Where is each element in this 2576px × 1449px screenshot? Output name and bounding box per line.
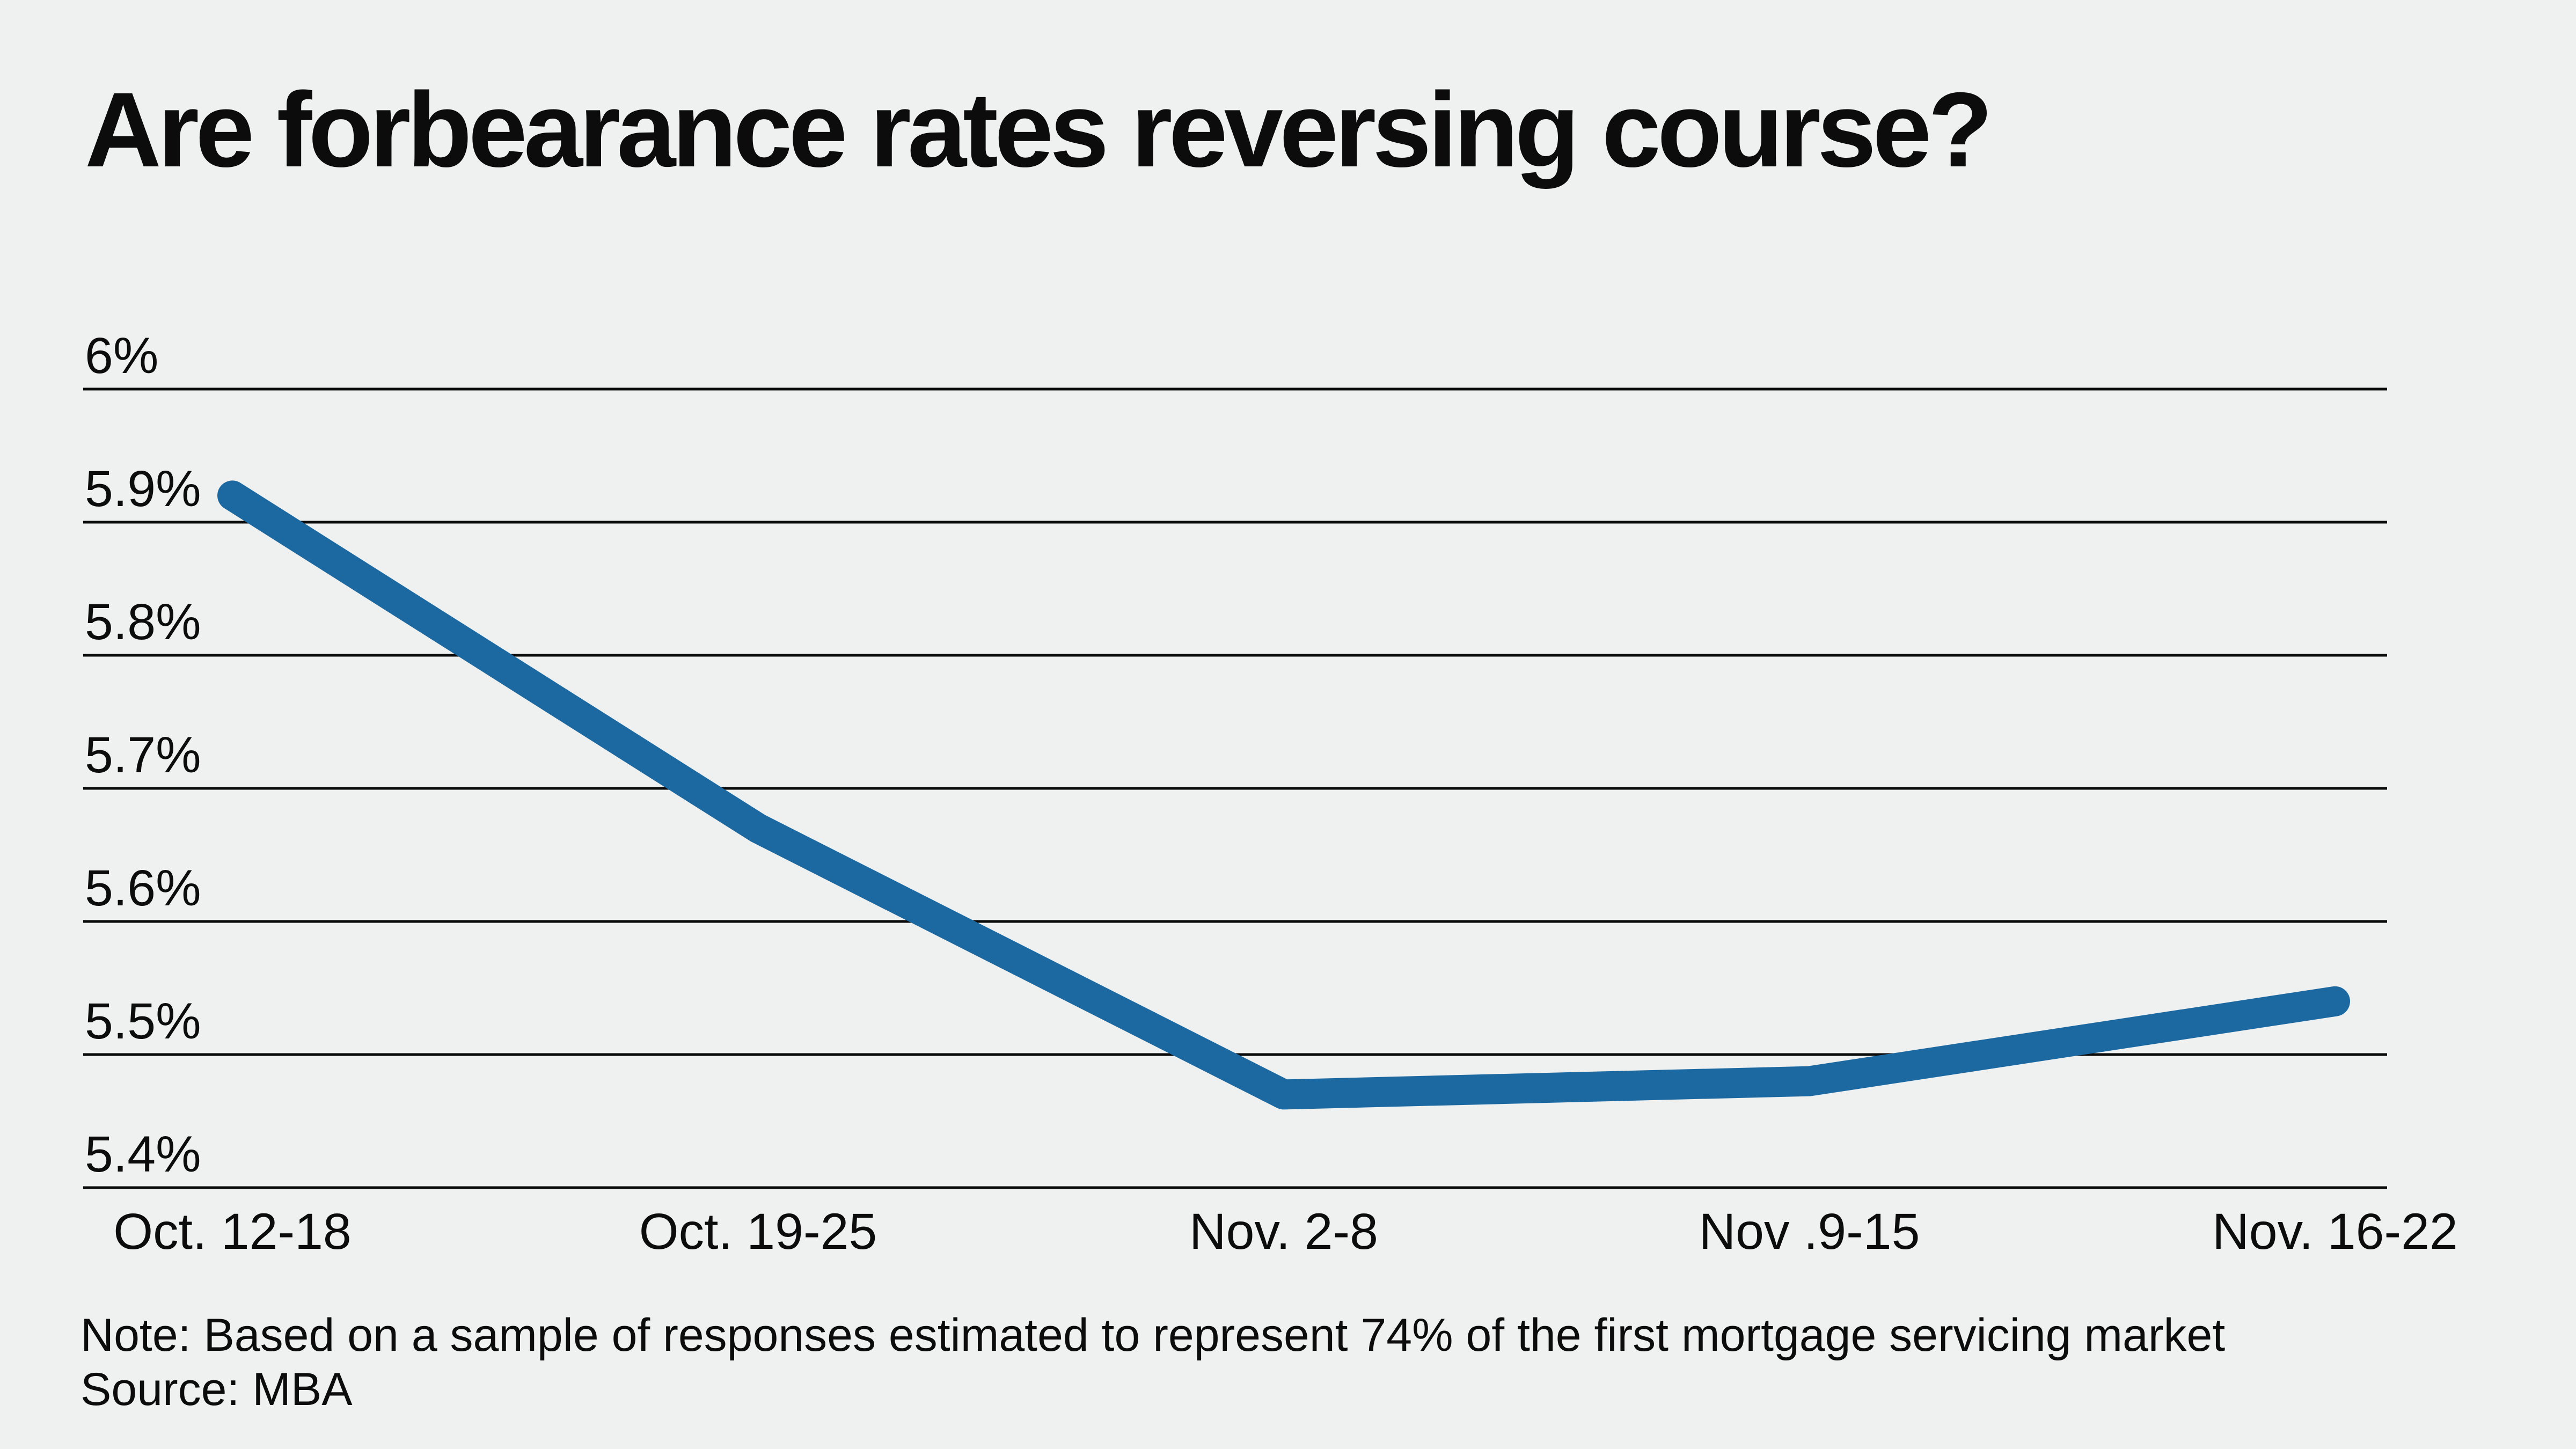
- y-axis-label: 5.7%: [85, 727, 201, 784]
- y-axis-label: 5.5%: [85, 993, 201, 1050]
- x-axis-label: Nov .9-15: [1699, 1203, 1920, 1260]
- y-axis-label: 5.6%: [85, 860, 201, 917]
- chart-note: Note: Based on a sample of responses est…: [80, 1309, 2226, 1361]
- x-axis-label: Nov. 2-8: [1189, 1203, 1378, 1260]
- chart-source: Source: MBA: [80, 1363, 353, 1415]
- forbearance-rate-line: [217, 480, 2350, 1110]
- y-axis-label: 5.9%: [85, 460, 201, 517]
- y-axis-label: 6%: [85, 327, 159, 384]
- x-axis-label: Oct. 12-18: [113, 1203, 352, 1260]
- x-axis-label: Oct. 19-25: [639, 1203, 877, 1260]
- chart-title: Are forbearance rates reversing course?: [85, 70, 1993, 189]
- x-axis-label: Nov. 16-22: [2212, 1203, 2458, 1260]
- y-axis-label: 5.8%: [85, 594, 201, 650]
- footnote-block: Note: Based on a sample of responses est…: [80, 1308, 2225, 1416]
- y-axis-label: 5.4%: [85, 1126, 201, 1183]
